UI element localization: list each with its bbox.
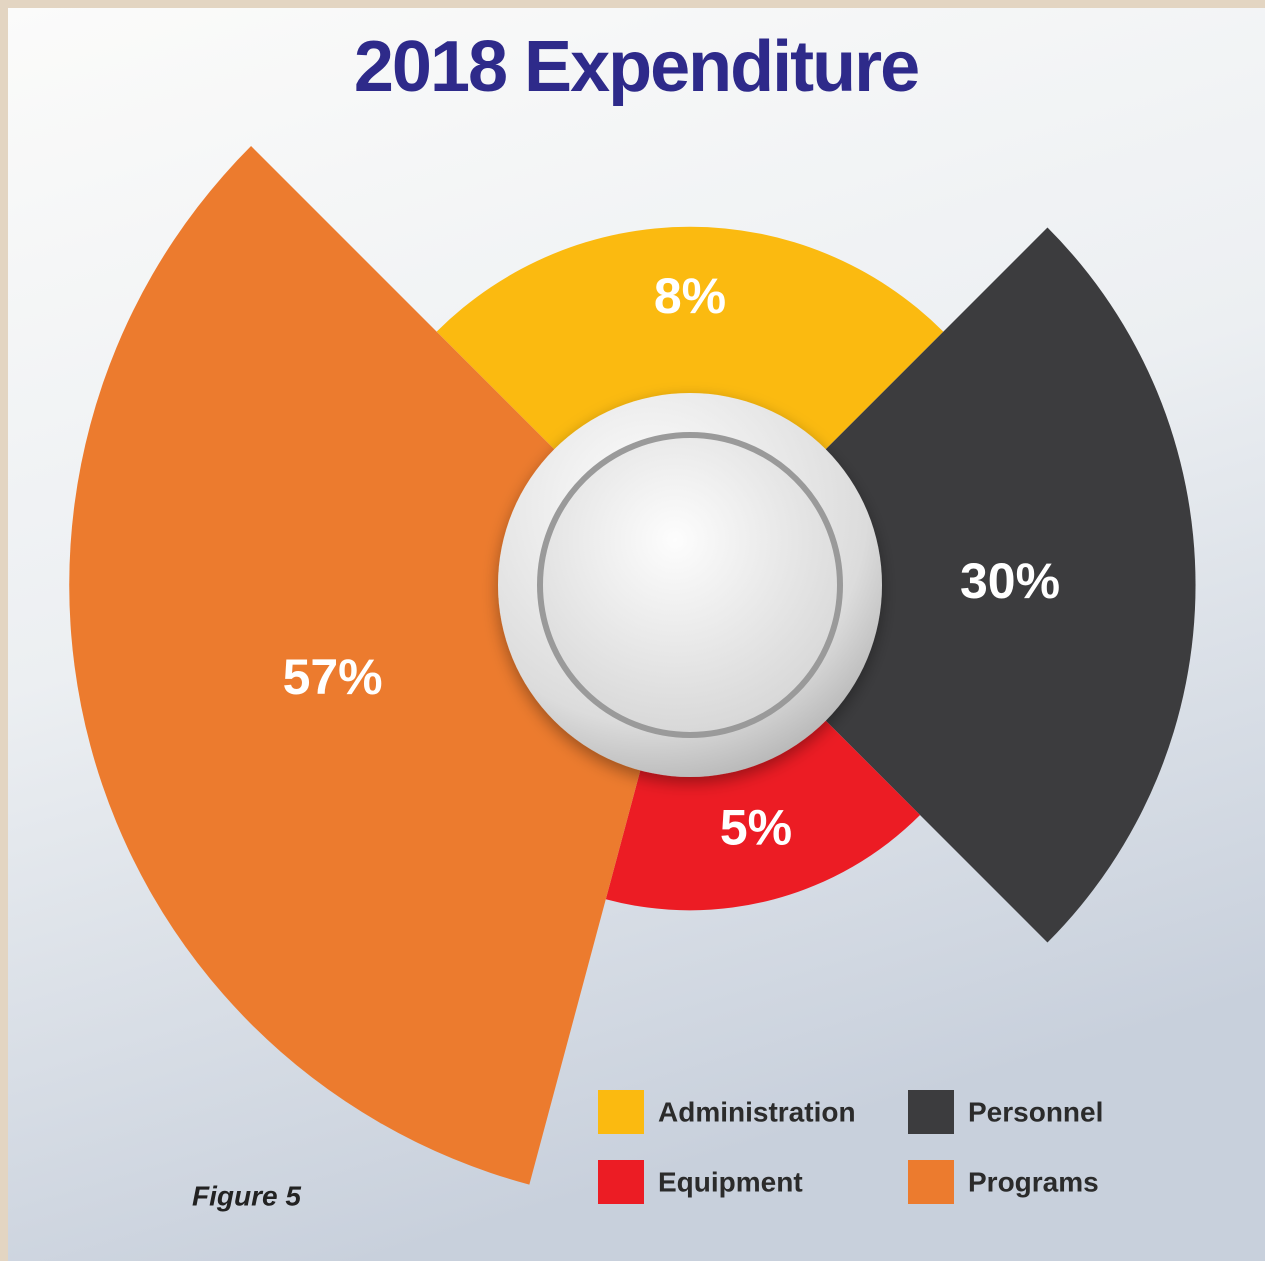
legend-swatch (908, 1160, 954, 1204)
value-label: 5% (720, 800, 792, 856)
slice (690, 227, 1196, 943)
center-knob-inner (537, 432, 843, 738)
caption: Figure 5 (192, 1180, 301, 1211)
legend-label: Equipment (658, 1166, 803, 1197)
legend-label: Administration (658, 1096, 856, 1127)
legend-label: Programs (968, 1166, 1099, 1197)
chart-title: 2018 Expenditure (354, 27, 918, 107)
legend-swatch (908, 1090, 954, 1134)
legend-swatch (598, 1160, 644, 1204)
legend-swatch (598, 1090, 644, 1134)
labels: 8% 30% 5% 57% (283, 268, 1060, 855)
value-label: 8% (654, 268, 726, 324)
legend-label: Personnel (968, 1096, 1103, 1127)
slice (69, 146, 690, 1185)
value-label: 30% (960, 553, 1060, 609)
value-label: 57% (283, 649, 383, 705)
